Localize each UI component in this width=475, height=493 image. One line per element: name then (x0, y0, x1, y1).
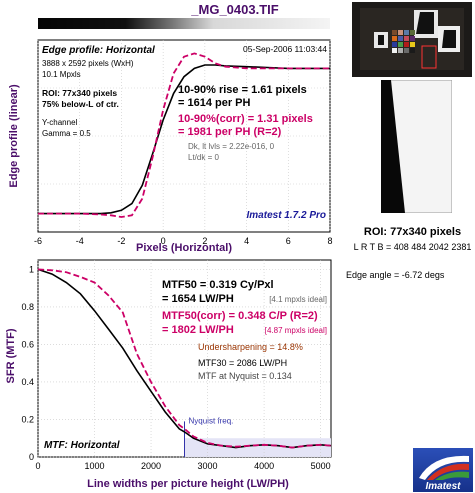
mtf50-text: = 1654 LW/PH (162, 293, 234, 305)
logo-text: Imatest (425, 481, 461, 492)
edge-x-tick-label: -2 (117, 236, 125, 246)
gray-level-strip (38, 18, 330, 29)
mtf50-corr-text: MTF50(corr) = 0.348 C/P (R=2) (162, 310, 318, 322)
mtf-y-axis-label: SFR (MTF) (5, 328, 17, 383)
edge-x-tick-label: 0 (161, 236, 166, 246)
edge-angle-text: Edge angle = -6.72 degs (346, 270, 445, 280)
mtf-y-tick-label: 0.4 (21, 377, 34, 387)
mtf-x-tick-label: 3000 (198, 461, 218, 471)
mtf-x-tick-label: 4000 (254, 461, 274, 471)
edge-info-line: 10.1 Mpxls (42, 70, 81, 79)
edge-channel-line: Y-channel (42, 118, 78, 127)
mtf30-text: MTF30 = 2086 LW/PH (198, 358, 287, 368)
mtf-y-tick-label: 0.6 (21, 339, 34, 349)
edge-y-axis-label: Edge profile (linear) (8, 84, 20, 188)
mtf-chart-title: MTF: Horizontal (44, 440, 120, 451)
mtf-x-tick-label: 5000 (311, 461, 331, 471)
edge-x-tick-label: 8 (327, 236, 332, 246)
edge-chart-title: Edge profile: Horizontal (42, 45, 155, 56)
edge-x-tick-label: -6 (34, 236, 42, 246)
edge-x-tick-label: 4 (244, 236, 249, 246)
edge-profile-corrected-line (38, 52, 330, 218)
edge-roi-line: ROI: 77x340 pixels (42, 88, 117, 98)
mtf-y-tick-label: 0.2 (21, 414, 34, 424)
mtf-x-tick-label: 1000 (85, 461, 105, 471)
mtf-corrected-line (37, 268, 332, 449)
imatest-logo: Imatest (413, 448, 473, 492)
rise-corr-text: 10-90%(corr) = 1.31 pixels (178, 113, 313, 125)
mtf50-text: MTF50 = 0.319 Cy/Pxl (162, 279, 274, 291)
roi-title: ROI: 77x340 pixels (363, 226, 462, 238)
mtf-y-tick-label: 0.8 (21, 302, 34, 312)
mtf-chart: Nyquist freq. 0 1000 2000 3000 4000 5000 0 0.2… (5, 259, 332, 490)
edge-x-axis-label: Pixels (Horizontal) (136, 242, 232, 254)
roi-crop-image (381, 80, 452, 213)
edge-chart-date: 05-Sep-2006 11:03:44 (243, 44, 327, 54)
mtf-x-tick-label: 2000 (141, 461, 161, 471)
rise-text: 10-90% rise = 1.61 pixels (178, 84, 307, 96)
nyquist-region (184, 438, 331, 457)
mtf50-ideal-text: [4.1 mpxls ideal] (269, 295, 327, 304)
rise-text: = 1614 per PH (178, 97, 251, 109)
edge-channel-line: Gamma = 0.5 (42, 129, 91, 138)
mtf-y-tick-label: 1 (29, 264, 34, 274)
edge-roi-line: 75% below-L of ctr. (42, 99, 119, 109)
mtf-x-tick-label: 0 (35, 461, 40, 471)
mtf-nyquist-text: MTF at Nyquist = 0.134 (198, 371, 292, 381)
roi-thumbnail-image (352, 2, 472, 77)
edge-x-tick-label: 2 (202, 236, 207, 246)
levels-text: Lt/dk = 0 (188, 153, 219, 162)
roi-coordinates: L R T B = 408 484 2042 2381 (353, 242, 472, 252)
mtf-x-axis-label: Line widths per picture height (LW/PH) (87, 478, 289, 490)
version-label: Imatest 1.7.2 Pro (247, 210, 326, 221)
undersharpening-text: Undersharpening = 14.8% (198, 342, 303, 352)
file-title: _MG_0403.TIF (191, 2, 279, 17)
edge-x-tick-label: -4 (76, 236, 84, 246)
edge-x-tick-label: 6 (286, 236, 291, 246)
nyquist-label: Nyquist freq. (189, 416, 234, 425)
mtf50-corr-text: = 1802 LW/PH (162, 324, 234, 336)
rise-corr-text: = 1981 per PH (R=2) (178, 126, 282, 138)
edge-profile-line (38, 64, 330, 215)
edge-info-line: 3888 x 2592 pixels (WxH) (42, 59, 134, 68)
edge-profile-chart: -6 -4 -2 0 2 4 6 8 Edge profile: Horizontal 05-… (8, 39, 333, 254)
mtf50-corr-ideal-text: [4.87 mpxls ideal] (265, 326, 327, 335)
levels-text: Dk, lt lvls = 2.22e-016, 0 (188, 142, 275, 151)
mtf-y-tick-label: 0 (29, 452, 34, 462)
